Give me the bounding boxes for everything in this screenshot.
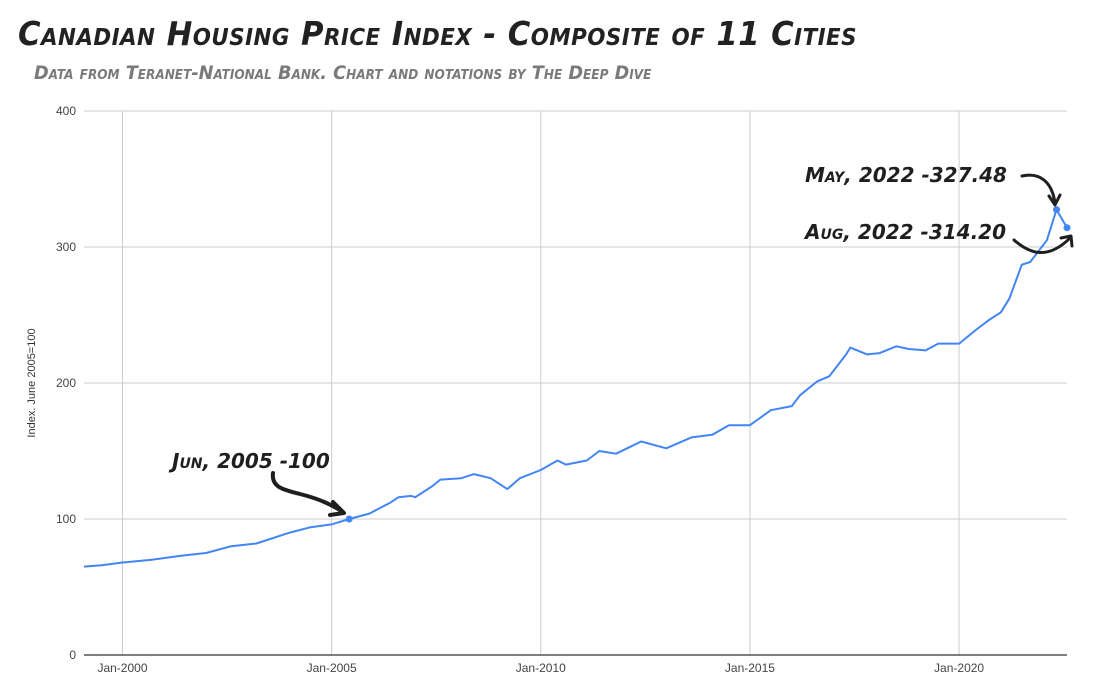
arrowhead-aug-2022 <box>1059 234 1074 248</box>
arrow-aug-2022 <box>1012 236 1072 254</box>
annotation-jun-2005: Jun, 2005 -100 <box>168 449 330 473</box>
x-tick-label-2000: Jan-2000 <box>97 661 147 675</box>
series-line-0 <box>83 208 1068 568</box>
y-tick-label-400: 400 <box>56 104 76 118</box>
annotation-point-0 <box>345 515 353 523</box>
annotation-point-1 <box>1053 206 1061 214</box>
chart-subtitle: Data from Teranet-National Bank. Chart a… <box>34 62 652 84</box>
arrow-may-2022 <box>1020 173 1057 205</box>
arrowhead-jun-2005 <box>328 500 346 517</box>
y-tick-label-0: 0 <box>69 648 76 662</box>
y-tick-label-300: 300 <box>56 240 76 254</box>
x-tick-label-2010: Jan-2010 <box>516 661 566 675</box>
annotation-point-2 <box>1063 224 1071 232</box>
chart-title: Canadian Housing Price Index - Composite… <box>18 14 858 53</box>
gridlines <box>84 110 1067 655</box>
y-tick-label-100: 100 <box>56 512 76 526</box>
x-tick-label-2020: Jan-2020 <box>934 661 984 675</box>
x-tick-label-2005: Jan-2005 <box>307 661 357 675</box>
x-tick-label-2015: Jan-2015 <box>725 661 775 675</box>
y-axis-label: Index. June 2005=100 <box>26 328 38 437</box>
arrowhead-may-2022 <box>1047 193 1062 207</box>
annotation-arrows <box>270 173 1074 517</box>
annotation-aug-2022: Aug, 2022 -314.20 <box>803 220 1006 244</box>
y-tick-label-200: 200 <box>56 376 76 390</box>
series-layer <box>83 206 1071 568</box>
arrow-jun-2005 <box>270 471 345 514</box>
y-axis-ticks: 0 100 200 300 400 <box>56 104 76 662</box>
annotation-may-2022: May, 2022 -327.48 <box>805 163 1007 187</box>
x-axis-ticks: Jan-2000 Jan-2005 Jan-2010 Jan-2015 Jan-2020 <box>97 661 984 675</box>
